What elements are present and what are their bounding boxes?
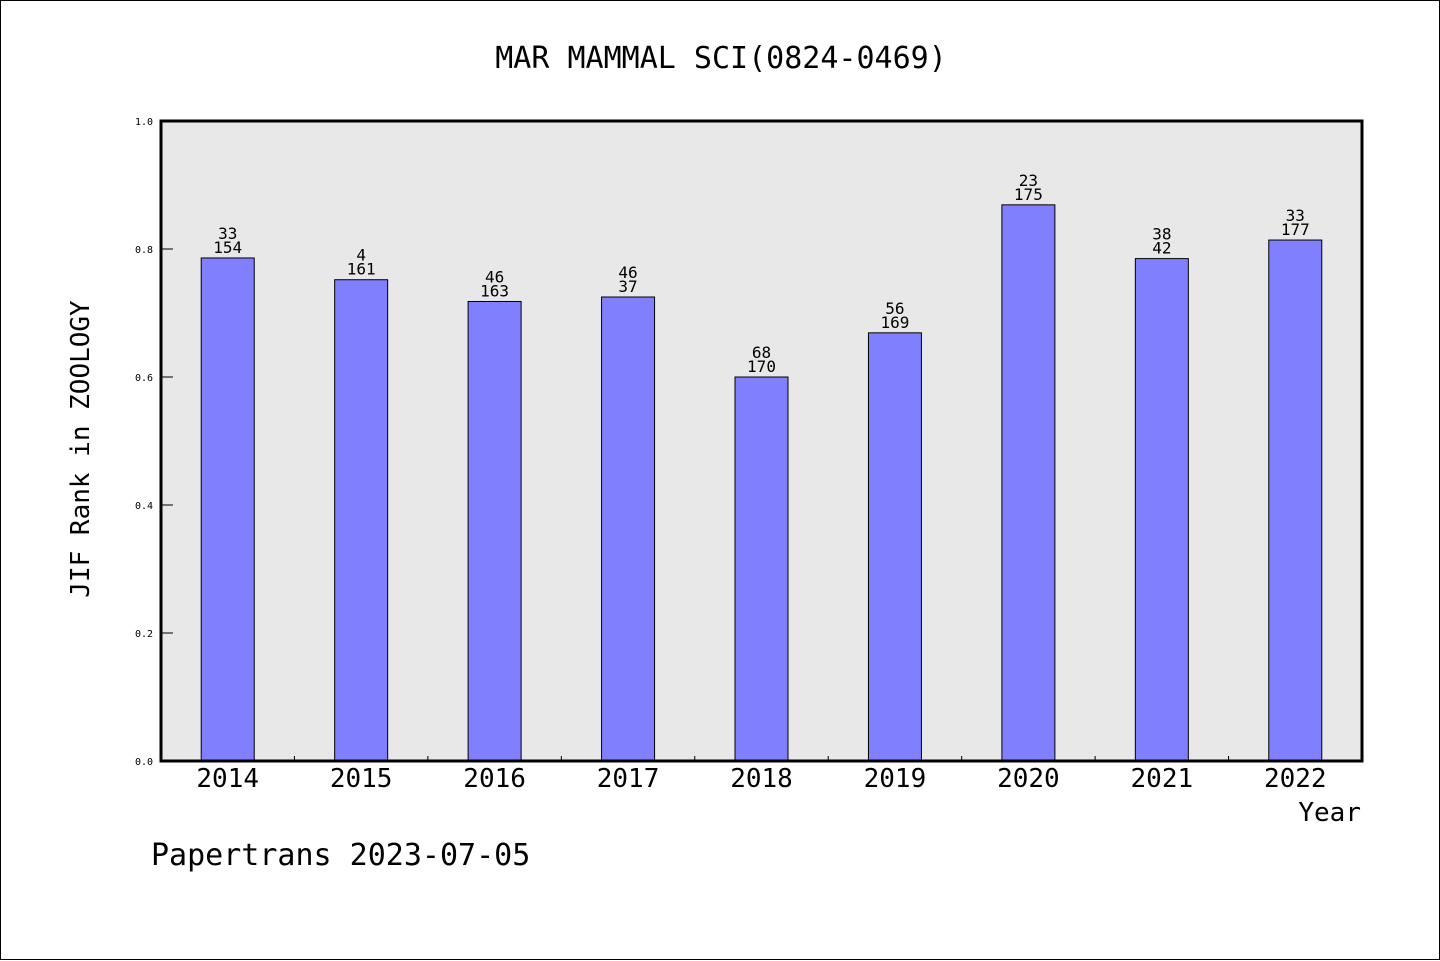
- bar-label-bottom-2016: 163: [480, 281, 509, 300]
- bar-label-top-2015: 4: [356, 246, 366, 265]
- bar-label-bottom-2020: 175: [1014, 185, 1043, 204]
- bar-label-bottom-2015: 161: [347, 260, 376, 279]
- x-tick-label-2017: 2017: [597, 764, 660, 794]
- bar-2016: [467, 300, 522, 762]
- bar-label-bottom-2019: 169: [880, 313, 909, 332]
- bar-label-bottom-2017: 37: [618, 277, 637, 296]
- bar-label-bottom-2021: 42: [1152, 239, 1171, 258]
- bar-label-top-2020: 23: [1019, 171, 1038, 190]
- y-tick-label: 0.6: [135, 373, 153, 384]
- bar-2014: [200, 257, 255, 762]
- bar-label-bottom-2022: 177: [1281, 220, 1310, 239]
- y-axis-label: JIF Rank in ZOOLOGY: [66, 300, 96, 598]
- footer-credit: Papertrans 2023-07-05: [151, 838, 530, 873]
- bar-label-top-2017: 46: [618, 263, 637, 282]
- bar-2020: [1001, 204, 1056, 762]
- bar-label-bottom-2014: 154: [213, 238, 242, 257]
- bar-label-top-2018: 68: [752, 343, 771, 362]
- bar-label-top-2016: 46: [485, 267, 504, 286]
- x-tick-label-2019: 2019: [864, 764, 927, 794]
- y-tick-label: 0.8: [135, 245, 153, 256]
- bar-2021: [1134, 258, 1189, 762]
- y-tick-label: 0.0: [135, 757, 153, 768]
- x-tick-label-2014: 2014: [196, 764, 259, 794]
- chart-title: MAR MAMMAL SCI(0824-0469): [495, 41, 947, 76]
- bar-label-top-2014: 33: [218, 224, 237, 243]
- y-tick-label: 0.2: [135, 629, 153, 640]
- bar-2015: [334, 279, 389, 762]
- y-tick-label: 0.4: [135, 501, 153, 512]
- bar-label-top-2021: 38: [1152, 225, 1171, 244]
- bar-label-top-2022: 33: [1286, 206, 1305, 225]
- bar-2019: [867, 332, 922, 762]
- plot-frame: [159, 119, 1364, 763]
- x-tick-label-2016: 2016: [463, 764, 526, 794]
- axes-layer: 2014 2015 2016 2017 2018 2019 2020 2021 2022 0.0 0…: [135, 117, 1327, 794]
- x-tick-label-2020: 2020: [997, 764, 1060, 794]
- x-axis-label: Year: [1298, 798, 1361, 828]
- bar-2022: [1268, 239, 1323, 762]
- y-tick-label: 1.0: [135, 117, 153, 128]
- bar-2018: [734, 376, 789, 762]
- bar-label-top-2019: 56: [885, 299, 904, 318]
- bar-label-bottom-2018: 170: [747, 357, 776, 376]
- x-tick-label-2022: 2022: [1264, 764, 1327, 794]
- x-tick-label-2018: 2018: [730, 764, 793, 794]
- x-tick-label-2015: 2015: [330, 764, 393, 794]
- bar-2017: [601, 296, 656, 762]
- x-tick-label-2021: 2021: [1131, 764, 1194, 794]
